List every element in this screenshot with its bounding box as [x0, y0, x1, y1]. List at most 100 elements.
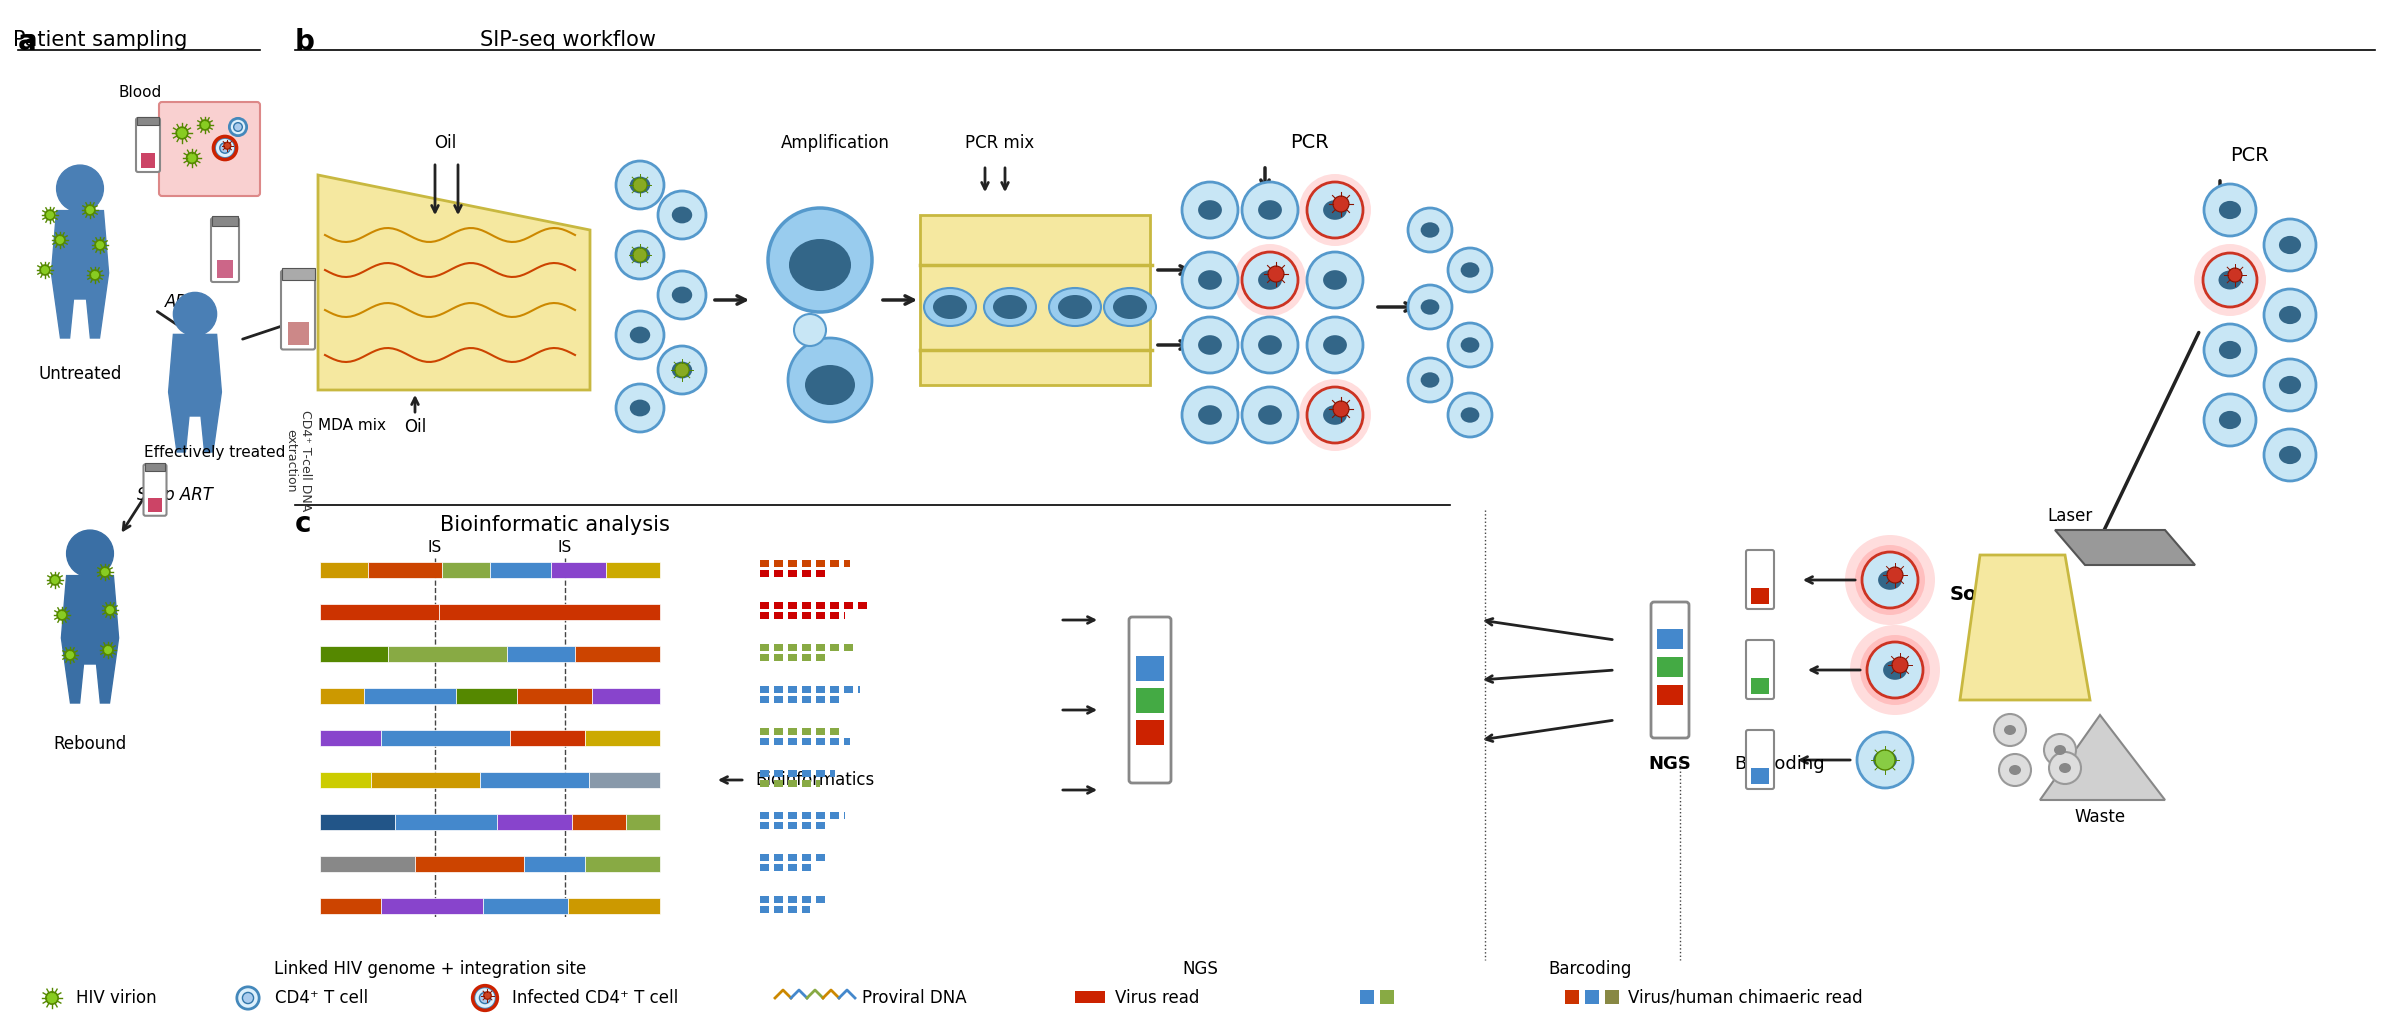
- Bar: [802, 728, 811, 735]
- Ellipse shape: [1199, 271, 1223, 290]
- Circle shape: [1998, 754, 2032, 786]
- Bar: [773, 728, 783, 735]
- Bar: [761, 602, 768, 609]
- Bar: [802, 906, 809, 913]
- Bar: [802, 602, 811, 609]
- Bar: [802, 686, 811, 693]
- Text: b: b: [294, 28, 316, 56]
- Circle shape: [86, 205, 96, 215]
- Text: Amplification: Amplification: [780, 134, 890, 152]
- Bar: [787, 854, 797, 860]
- Bar: [773, 822, 783, 829]
- Bar: [586, 730, 660, 746]
- Circle shape: [615, 384, 663, 432]
- Circle shape: [45, 210, 55, 220]
- Circle shape: [41, 265, 50, 275]
- Bar: [816, 570, 826, 577]
- Bar: [287, 322, 309, 344]
- Bar: [787, 770, 797, 777]
- Ellipse shape: [790, 239, 852, 291]
- Bar: [830, 770, 835, 777]
- Bar: [574, 646, 660, 662]
- Bar: [761, 906, 768, 913]
- Circle shape: [177, 127, 187, 138]
- Circle shape: [101, 567, 110, 577]
- Bar: [321, 856, 416, 872]
- Bar: [321, 646, 388, 662]
- Bar: [321, 898, 380, 914]
- Bar: [369, 562, 443, 578]
- Bar: [483, 898, 567, 914]
- Bar: [761, 686, 768, 693]
- Bar: [491, 562, 550, 578]
- Circle shape: [1182, 387, 1237, 443]
- Bar: [919, 215, 1151, 385]
- Ellipse shape: [2278, 306, 2302, 324]
- Circle shape: [634, 248, 646, 262]
- Text: Blood: Blood: [117, 85, 163, 100]
- Bar: [802, 864, 811, 871]
- Bar: [136, 117, 158, 125]
- Bar: [321, 688, 364, 705]
- Text: Rebound: Rebound: [53, 735, 127, 753]
- Bar: [802, 822, 811, 829]
- Ellipse shape: [1460, 338, 1479, 352]
- Bar: [605, 562, 660, 578]
- Bar: [830, 612, 840, 619]
- Bar: [816, 812, 826, 819]
- Polygon shape: [2056, 530, 2194, 565]
- Circle shape: [201, 120, 211, 130]
- Ellipse shape: [1874, 750, 1898, 770]
- Bar: [507, 646, 574, 662]
- Bar: [787, 728, 797, 735]
- Bar: [773, 686, 783, 693]
- FancyBboxPatch shape: [158, 102, 261, 196]
- Bar: [364, 688, 457, 705]
- Bar: [761, 612, 768, 619]
- Bar: [830, 644, 840, 651]
- Bar: [787, 686, 797, 693]
- Ellipse shape: [2218, 200, 2242, 219]
- Ellipse shape: [2278, 236, 2302, 254]
- Text: Effectively treated: Effectively treated: [144, 445, 285, 460]
- Text: Laser: Laser: [2048, 507, 2091, 525]
- Bar: [773, 696, 783, 703]
- Ellipse shape: [1421, 372, 1438, 387]
- FancyBboxPatch shape: [1747, 730, 1773, 789]
- Circle shape: [2264, 289, 2316, 341]
- Bar: [802, 780, 811, 787]
- Bar: [443, 562, 491, 578]
- Ellipse shape: [1259, 271, 1283, 290]
- Text: CD4⁺ T cell: CD4⁺ T cell: [275, 989, 369, 1007]
- Ellipse shape: [629, 177, 651, 193]
- Circle shape: [1182, 252, 1237, 308]
- Bar: [802, 570, 811, 577]
- Bar: [816, 696, 826, 703]
- Circle shape: [65, 650, 74, 660]
- Bar: [761, 728, 768, 735]
- Ellipse shape: [235, 123, 242, 131]
- Bar: [845, 560, 850, 567]
- Ellipse shape: [242, 993, 254, 1004]
- Ellipse shape: [1323, 271, 1347, 290]
- Bar: [572, 814, 627, 829]
- Text: ART: ART: [165, 293, 199, 311]
- Text: Waste: Waste: [2075, 808, 2125, 826]
- Circle shape: [1993, 714, 2027, 746]
- Bar: [761, 560, 768, 567]
- Ellipse shape: [924, 288, 976, 326]
- Polygon shape: [2039, 715, 2166, 800]
- Bar: [845, 738, 850, 745]
- Ellipse shape: [672, 286, 692, 304]
- Bar: [830, 812, 840, 819]
- Text: Infected CD4⁺ T cell: Infected CD4⁺ T cell: [512, 989, 677, 1007]
- Circle shape: [1888, 567, 1902, 583]
- Bar: [481, 772, 589, 788]
- Circle shape: [634, 178, 646, 192]
- Text: NGS: NGS: [1182, 960, 1218, 978]
- Bar: [773, 812, 783, 819]
- Ellipse shape: [2278, 376, 2302, 395]
- Bar: [773, 770, 783, 777]
- Bar: [761, 812, 768, 819]
- Bar: [591, 688, 660, 705]
